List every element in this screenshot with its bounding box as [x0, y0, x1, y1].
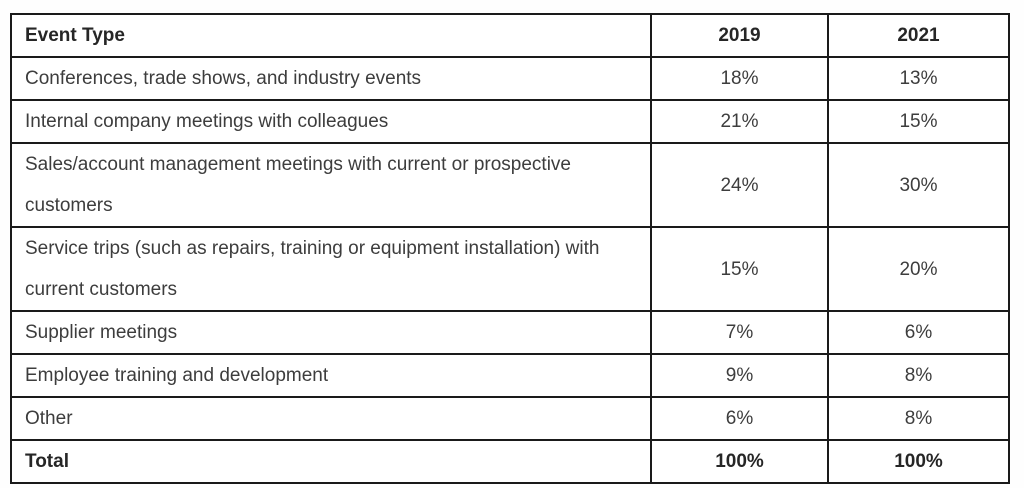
value-2019: 24% [650, 142, 829, 228]
event-type-table: Event Type 2019 2021 Conferences, trade … [10, 13, 1010, 484]
row-label: Supplier meetings [10, 310, 652, 355]
row-label: Internal company meetings with colleague… [10, 99, 652, 144]
row-label: Sales/account management meetings with c… [10, 142, 652, 228]
column-header-2019: 2019 [650, 13, 829, 58]
value-2019: 6% [650, 396, 829, 441]
total-value-2021: 100% [827, 439, 1010, 484]
value-2021: 20% [827, 226, 1010, 312]
table-row: Supplier meetings 7% 6% [10, 310, 1010, 355]
value-2021: 13% [827, 56, 1010, 101]
total-label: Total [10, 439, 652, 484]
value-2019: 18% [650, 56, 829, 101]
column-header-event-type: Event Type [10, 13, 652, 58]
total-value-2019: 100% [650, 439, 829, 484]
value-2021: 8% [827, 353, 1010, 398]
value-2021: 15% [827, 99, 1010, 144]
row-label: Conferences, trade shows, and industry e… [10, 56, 652, 101]
value-2019: 15% [650, 226, 829, 312]
row-label: Employee training and development [10, 353, 652, 398]
table-row: Conferences, trade shows, and industry e… [10, 56, 1010, 101]
value-2019: 9% [650, 353, 829, 398]
value-2019: 21% [650, 99, 829, 144]
value-2019: 7% [650, 310, 829, 355]
table-row: Sales/account management meetings with c… [10, 142, 1010, 228]
total-row: Total 100% 100% [10, 439, 1010, 484]
table-header-row: Event Type 2019 2021 [10, 13, 1010, 58]
table-row: Internal company meetings with colleague… [10, 99, 1010, 144]
table-row: Other 6% 8% [10, 396, 1010, 441]
table-row: Employee training and development 9% 8% [10, 353, 1010, 398]
table-row: Service trips (such as repairs, training… [10, 226, 1010, 312]
column-header-2021: 2021 [827, 13, 1010, 58]
value-2021: 6% [827, 310, 1010, 355]
row-label: Other [10, 396, 652, 441]
value-2021: 30% [827, 142, 1010, 228]
value-2021: 8% [827, 396, 1010, 441]
row-label: Service trips (such as repairs, training… [10, 226, 652, 312]
